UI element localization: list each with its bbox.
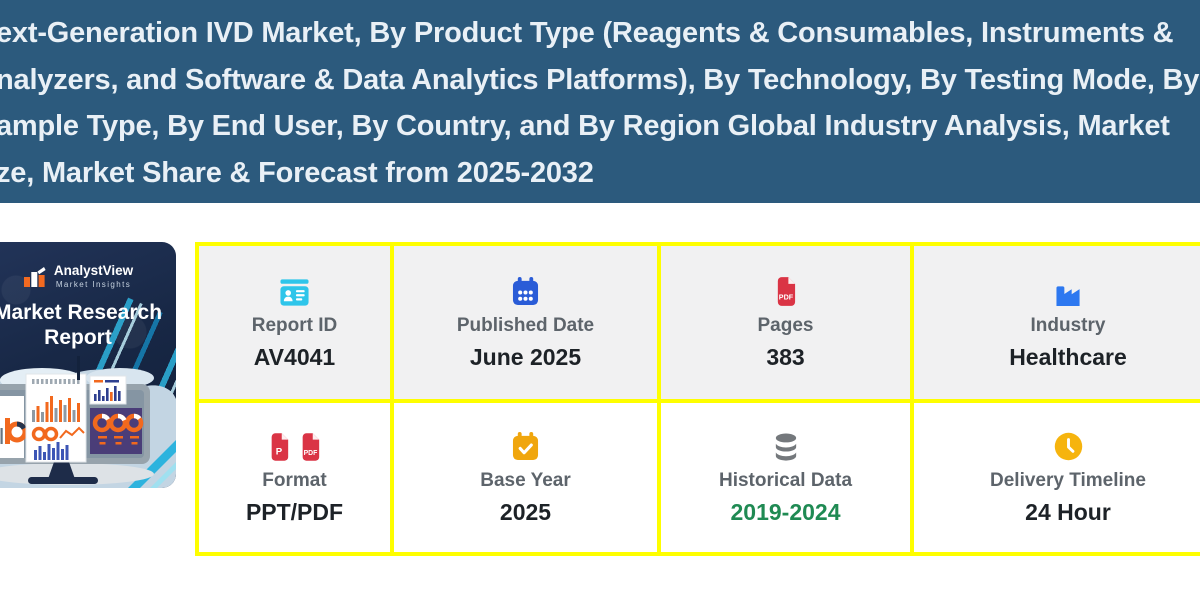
cover-title-line2: Report: [44, 325, 112, 349]
cell-value: PPT/PDF: [245, 499, 344, 525]
cell-label: Pages: [757, 315, 814, 336]
report-title: ext-Generation IVD Market, By Product Ty…: [0, 10, 1199, 196]
brand-name: AnalystView: [53, 263, 134, 278]
analystview-logo: AnalystView Market Insights: [0, 263, 176, 290]
cover-title-line1: Market Research: [0, 300, 163, 324]
report-title-line: ext-Generation IVD Market, By Product Ty…: [0, 17, 1174, 49]
database-icon: [775, 433, 796, 461]
info-cell-pages: PDF Pages 383: [661, 246, 910, 399]
cell-label: Report ID: [251, 315, 338, 336]
cell-value: 2025: [499, 499, 552, 525]
info-cell-historical-data: Historical Data 2019-2024: [661, 403, 910, 552]
info-cell-base-year: Base Year 2025: [394, 403, 657, 552]
cell-label: Format: [262, 470, 327, 491]
id-card-icon: [280, 279, 309, 306]
factory-icon: [1055, 286, 1080, 306]
report-info-table: Report ID AV4041 Published Date June 202…: [195, 242, 1200, 556]
report-cover-card: AnalystView Market Insights Market Resea…: [0, 242, 176, 488]
info-cell-delivery-timeline: Delivery Timeline 24 Hour: [914, 403, 1200, 552]
page-header: ext-Generation IVD Market, By Product Ty…: [0, 0, 1200, 203]
cell-value: June 2025: [469, 344, 582, 370]
file-pdf-icon: PDF: [302, 433, 320, 461]
svg-text:PDF: PDF: [779, 294, 794, 302]
cover-title: Market Research Report: [0, 300, 176, 350]
clock-icon: [1054, 432, 1082, 461]
brand-tagline: Market Insights: [55, 279, 132, 289]
svg-text:P: P: [276, 446, 283, 457]
info-cell-report-id: Report ID AV4041: [199, 246, 390, 399]
cell-value: 24 Hour: [1025, 499, 1111, 525]
report-title-line: nalyzers, and Software & Data Analytics …: [0, 63, 1200, 96]
cell-label: Industry: [1030, 315, 1106, 336]
info-cell-format: P PDF Format PPT/PDF: [199, 403, 390, 552]
report-cover-illustration: [0, 368, 176, 488]
cell-label: Base Year: [480, 470, 571, 491]
calendar-days-icon: [512, 277, 539, 305]
brand-text: AnalystView Market Insights: [53, 263, 134, 290]
info-cell-industry: Industry Healthcare: [914, 246, 1200, 399]
info-cell-published-date: Published Date June 2025: [394, 246, 657, 399]
cell-value: AV4041: [253, 344, 336, 370]
cover-divider-line: [76, 355, 80, 380]
cell-label: Historical Data: [718, 470, 853, 491]
calendar-check-icon: [512, 432, 539, 460]
report-title-line: ample Type, By End User, By Country, and…: [0, 110, 1170, 142]
cell-label: Published Date: [456, 315, 595, 336]
file-ppt-icon: P: [271, 433, 289, 461]
analystview-logo-icon: [23, 266, 46, 287]
svg-text:PDF: PDF: [304, 450, 318, 457]
file-pdf-icon: PDF: [777, 277, 796, 306]
report-title-line: ze, Market Share & Forecast from 2025-20…: [0, 156, 594, 189]
cell-label: Delivery Timeline: [990, 470, 1146, 491]
cell-value: 383: [766, 344, 805, 370]
cell-value: Healthcare: [1009, 344, 1127, 370]
cell-value: 2019-2024: [730, 499, 841, 525]
